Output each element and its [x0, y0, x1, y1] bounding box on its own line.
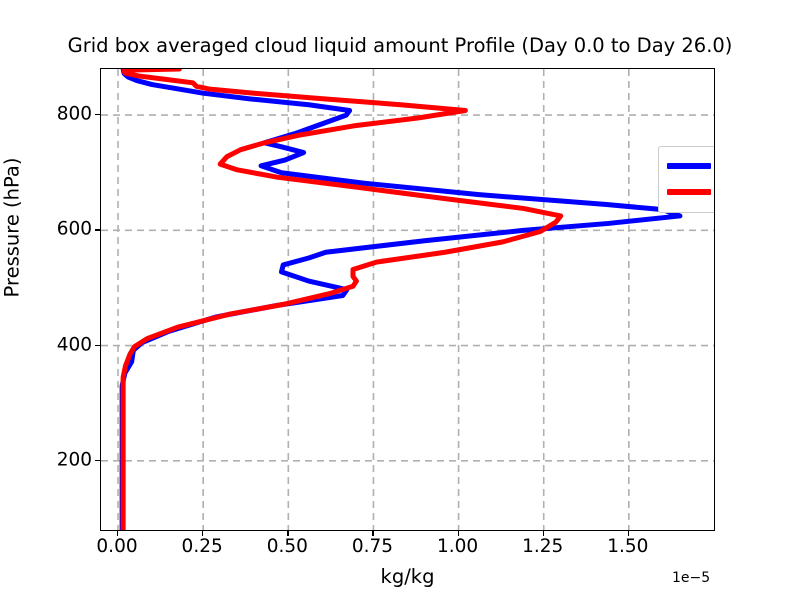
y-axis-label: Pressure (hPa): [0, 157, 24, 298]
x-tick-mark: [372, 531, 374, 536]
data-series-group: [119, 69, 683, 530]
chart-title: Grid box averaged cloud liquid amount Pr…: [67, 34, 733, 57]
x-tick-mark: [627, 531, 630, 536]
legend-swatch-scm-fix: [667, 189, 711, 195]
y-tick-label: 800: [56, 103, 92, 125]
x-tick-label: 0.25: [181, 536, 223, 557]
x-tick-label: 1.00: [436, 536, 479, 557]
legend-swatch-control: [667, 163, 711, 169]
legend-item-scm-fix: SCM Fix: [667, 179, 714, 205]
series-line-scm-fix: [120, 69, 564, 530]
vertical-gridlines: [117, 69, 630, 530]
y-tick-mark: [95, 344, 100, 346]
y-tick-mark: [95, 229, 100, 231]
y-tick-mark: [95, 114, 100, 116]
y-tick-mark: [95, 459, 100, 462]
x-tick-label: 1.50: [607, 536, 649, 557]
plot-area: Control SCM Fix: [100, 68, 715, 531]
legend-item-control: Control: [667, 153, 714, 179]
plot-canvas: [101, 69, 714, 530]
x-tick-mark: [457, 531, 459, 536]
x-tick-label: 1.25: [522, 536, 564, 557]
x-tick-label: 0.50: [266, 536, 308, 557]
x-tick-mark: [542, 531, 545, 536]
x-tick-label: 0.00: [96, 536, 138, 557]
x-tick-label: 0.75: [351, 536, 394, 557]
y-tick-label: 600: [56, 218, 92, 240]
x-tick-mark: [287, 531, 289, 536]
x-axis-offset-text: 1e−5: [672, 570, 711, 586]
chart-legend: Control SCM Fix: [658, 146, 714, 213]
horizontal-gridlines: [101, 114, 714, 462]
y-tick-label: 400: [56, 334, 92, 356]
x-tick-mark: [202, 531, 204, 536]
y-tick-label: 200: [56, 449, 92, 471]
x-axis-label: kg/kg: [380, 565, 435, 588]
x-tick-mark: [117, 531, 119, 536]
